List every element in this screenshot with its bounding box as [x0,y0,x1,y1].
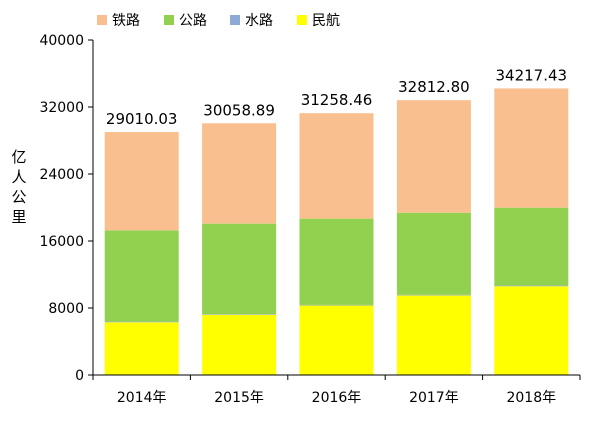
bar-stack [104,132,179,375]
legend-label: 公路 [179,13,207,29]
bar-segment [104,322,179,375]
legend-swatch [230,15,240,25]
y-axis-label-char: 亿 [11,148,26,166]
y-tick-label: 24000 [39,167,84,183]
total-label: 32812.80 [398,78,470,96]
bar-segment [396,294,471,296]
y-axis: 0 8000 16000 24000 32000 40000 [39,33,94,384]
y-tick-label: 40000 [39,33,84,49]
y-tick-label: 8000 [48,301,84,317]
total-label: 31258.46 [301,91,373,109]
y-tick-label: 32000 [39,100,84,116]
bar-segment [396,100,471,213]
y-axis-label-char: 人 [11,168,26,186]
bar-segment [494,286,569,375]
legend: 铁路 公路 水路 民航 [97,13,340,29]
total-label: 34217.43 [496,66,568,84]
y-axis-label-char: 公 [11,188,26,206]
bar-segment [494,207,569,286]
bar-stack [494,88,569,375]
y-tick-label: 16000 [39,234,84,250]
bar-segment [202,223,277,315]
legend-label: 民航 [312,13,340,29]
bar-segment [104,132,179,231]
legend-label: 水路 [245,13,273,29]
bar-stack [396,100,471,375]
bar-segment [104,230,179,322]
bar-segment [299,113,374,219]
x-axis: 2014年 2015年 2016年 2017年 2018年 [92,374,581,406]
y-axis-label-char: 里 [11,208,26,226]
bars [104,88,569,375]
y-tick-label: 0 [75,368,84,384]
y-axis-label: 亿人公里 [11,148,26,226]
bar-segment [299,218,374,305]
legend-item: 水路 [230,13,273,29]
x-tick-label: 2014年 [117,390,167,406]
legend-swatch [164,15,174,25]
x-tick-label: 2016年 [312,390,362,406]
bar-segment [299,305,374,375]
bar-stack [202,123,277,375]
bar-segment [104,321,179,323]
bar-segment [494,88,569,208]
bar-segment [396,212,471,295]
legend-item: 民航 [297,13,340,29]
bar-stack [299,113,374,375]
legend-label: 铁路 [112,13,140,29]
bar-segment [202,314,277,375]
x-tick-label: 2015年 [214,390,264,406]
x-tick-label: 2018年 [506,390,556,406]
bar-segment [202,314,277,315]
total-label: 29010.03 [106,110,178,128]
legend-swatch [97,15,107,25]
legend-item: 铁路 [97,13,140,29]
legend-swatch [297,15,307,25]
total-label: 30058.89 [203,101,275,119]
bar-segment [202,123,277,224]
total-labels: 29010.03 30058.89 31258.46 32812.80 34217.43 [106,66,567,128]
x-tick-label: 2017年 [409,390,459,406]
bar-segment [396,295,471,375]
legend-item: 公路 [164,13,207,29]
bar-segment [494,285,569,287]
bar-segment [299,304,374,306]
